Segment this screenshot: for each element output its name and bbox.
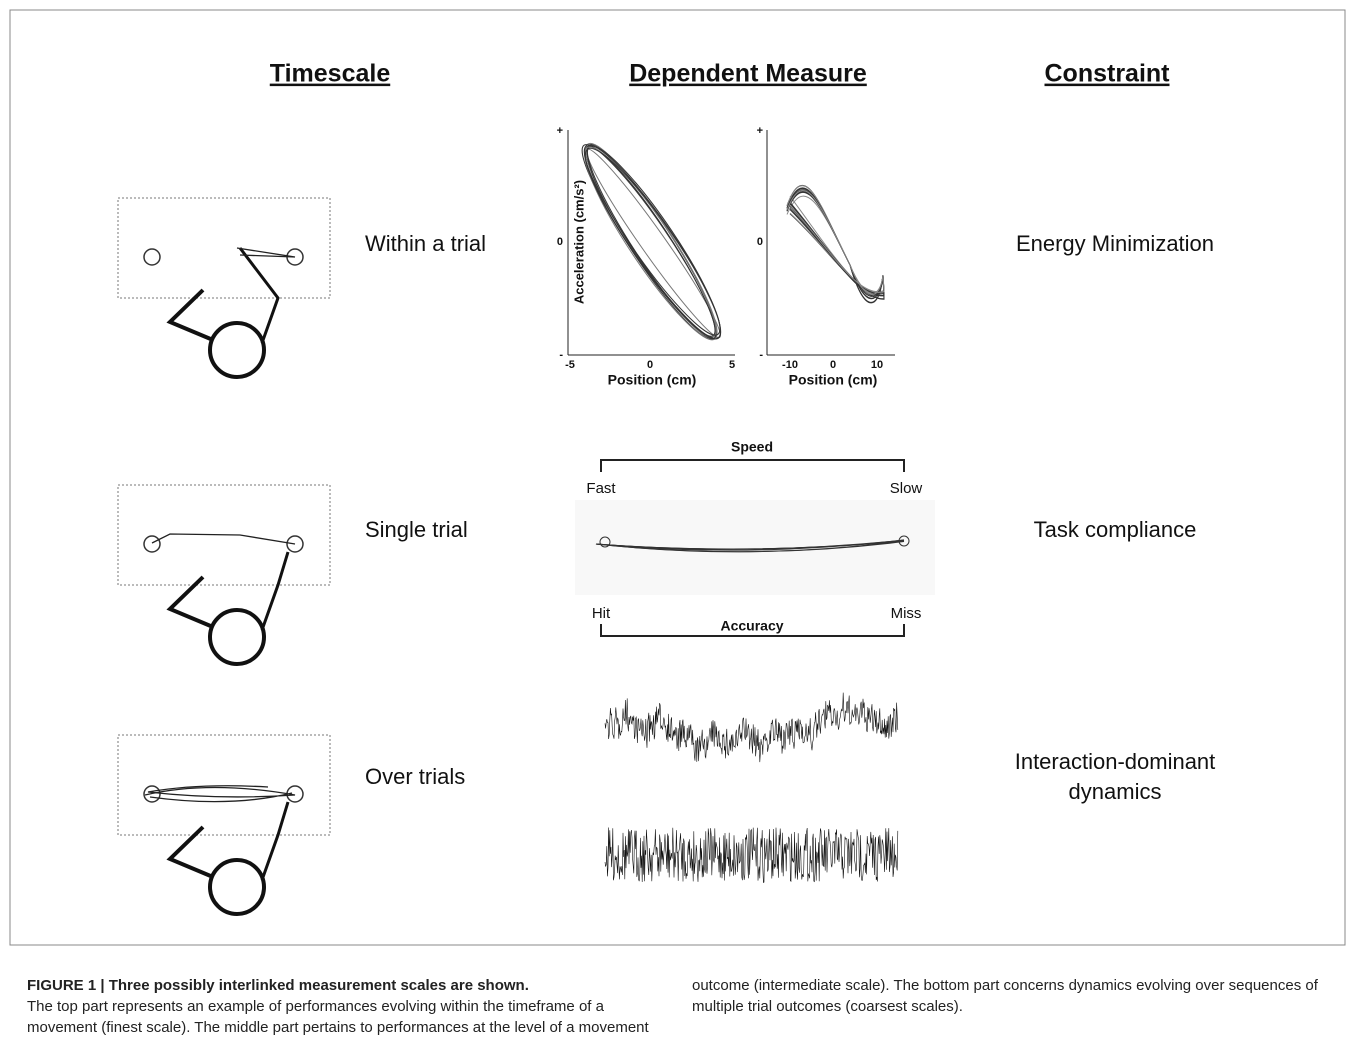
header: Timescale: [270, 60, 391, 88]
figure-frame: [9, 9, 1346, 946]
y-tick-label: +: [757, 125, 763, 137]
fast-label: Fast: [586, 480, 616, 497]
y-tick-label: +: [557, 125, 563, 137]
loop: [786, 189, 885, 299]
drawings: [117, 142, 910, 916]
x-axis-label: Position (cm): [789, 372, 878, 388]
end-target: [286, 535, 304, 553]
workspace: [117, 197, 331, 299]
loop: [786, 191, 885, 296]
timescale-label: Single trial: [365, 517, 468, 542]
trajectory: [151, 533, 296, 545]
constraint-label: Task compliance: [1034, 517, 1197, 542]
y-tick-label: -: [759, 349, 763, 361]
workspace: [117, 734, 331, 836]
y-axis-label: Acceleration (cm/s²): [571, 180, 586, 304]
loop: [585, 142, 717, 338]
header: Dependent Measure: [629, 60, 867, 88]
loop: [786, 191, 885, 297]
x-tick-label: 5: [729, 359, 735, 371]
shoulder: [208, 321, 266, 379]
slow-label: Slow: [890, 480, 923, 497]
bracket: [600, 624, 905, 637]
arm: [260, 551, 290, 631]
constraint-label: Energy Minimization: [1016, 231, 1214, 256]
loop: [584, 147, 722, 340]
workspace: [117, 484, 331, 586]
loop: [586, 144, 718, 340]
loop: [786, 191, 885, 297]
caption-body: The top part represents an example of pe…: [27, 977, 1318, 1036]
trajectory: [236, 247, 296, 258]
loop: [584, 145, 717, 340]
x-axis-label: Position (cm): [608, 372, 697, 388]
timescale-label: Over trials: [365, 764, 465, 789]
x-tick-label: 0: [647, 359, 653, 371]
target: [599, 536, 611, 548]
time-series: [604, 692, 899, 763]
loop: [786, 187, 885, 303]
loop: [581, 144, 716, 337]
arm: [166, 288, 214, 342]
start-target: [143, 785, 161, 803]
caption-title: FIGURE 1 | Three possibly interlinked me…: [27, 977, 529, 994]
caption: FIGURE 1 | Three possibly interlinked me…: [27, 975, 1327, 1038]
loop: [583, 144, 721, 336]
x-tick-label: -10: [782, 359, 798, 371]
loop: [584, 146, 718, 341]
speed-label: Speed: [731, 439, 773, 455]
start-target: [143, 248, 161, 266]
arm: [260, 801, 290, 881]
loop: [586, 148, 721, 339]
y-tick-label: 0: [557, 236, 563, 248]
miss-label: Miss: [891, 605, 922, 622]
start-target: [143, 535, 161, 553]
x-tick-label: 0: [830, 359, 836, 371]
constraint-label: Interaction-dominant: [1015, 749, 1216, 774]
loop: [786, 184, 885, 300]
arm: [166, 575, 214, 629]
shoulder: [208, 608, 266, 666]
y-tick-label: -: [559, 349, 563, 361]
x-tick-label: 10: [871, 359, 883, 371]
trajectory: [595, 541, 905, 553]
bracket: [600, 459, 905, 472]
timescale-label: Within a trial: [365, 231, 486, 256]
loop: [786, 188, 885, 304]
loop: [786, 190, 885, 295]
arm: [166, 825, 214, 879]
time-series: [604, 827, 899, 883]
hit-label: Hit: [592, 605, 611, 622]
loop: [786, 185, 885, 294]
loop: [786, 195, 885, 297]
shoulder: [208, 858, 266, 916]
trajectory: [595, 539, 905, 551]
figure: Timescale Dependent Measure Constraint W…: [9, 9, 1346, 946]
arm: [238, 247, 280, 344]
x-tick-label: -5: [565, 359, 575, 371]
constraint-label: dynamics: [1069, 779, 1162, 804]
loop: [586, 145, 721, 339]
header: Constraint: [1045, 60, 1171, 88]
trajectory: [144, 785, 296, 803]
accuracy-label: Accuracy: [720, 618, 783, 634]
y-tick-label: 0: [757, 236, 763, 248]
